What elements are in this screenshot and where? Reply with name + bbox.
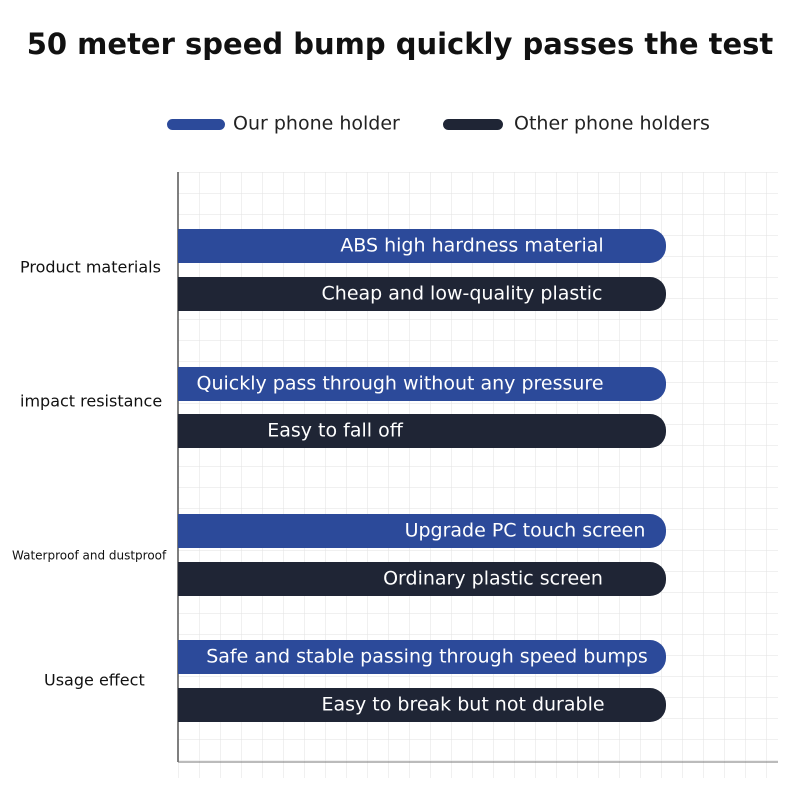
row-label: Product materials: [20, 258, 161, 277]
groups: Product materials ABS high hardness mater…: [12, 229, 666, 722]
other-text: Easy to break but not durable: [321, 694, 604, 716]
row-label: Waterproof and dustproof: [12, 549, 167, 563]
row-label: Usage effect: [44, 671, 145, 690]
our-text: ABS high hardness material: [340, 235, 603, 257]
legend-swatch: [443, 119, 503, 130]
legend-label: Other phone holders: [514, 113, 710, 135]
other-bar: [178, 562, 666, 596]
our-text: Quickly pass through without any pressur…: [196, 373, 603, 395]
our-text: Upgrade PC touch screen: [405, 520, 646, 542]
our-bar: [178, 367, 666, 401]
other-text: Easy to fall off: [267, 420, 403, 442]
row-label: impact resistance: [20, 392, 162, 411]
legend-label: Our phone holder: [233, 113, 400, 135]
our-bar: [178, 514, 666, 548]
legend-swatch: [167, 119, 225, 130]
our-bar: [178, 640, 666, 674]
other-bar: [178, 688, 666, 722]
title: 50 meter speed bump quickly passes the t…: [27, 27, 774, 61]
other-text: Ordinary plastic screen: [383, 568, 603, 590]
other-bar: [178, 277, 666, 311]
grid: [178, 172, 778, 778]
other-bar: [178, 414, 666, 448]
other-text: Cheap and low-quality plastic: [322, 283, 603, 305]
our-bar: [178, 229, 666, 263]
our-text: Safe and stable passing through speed bu…: [206, 646, 648, 668]
